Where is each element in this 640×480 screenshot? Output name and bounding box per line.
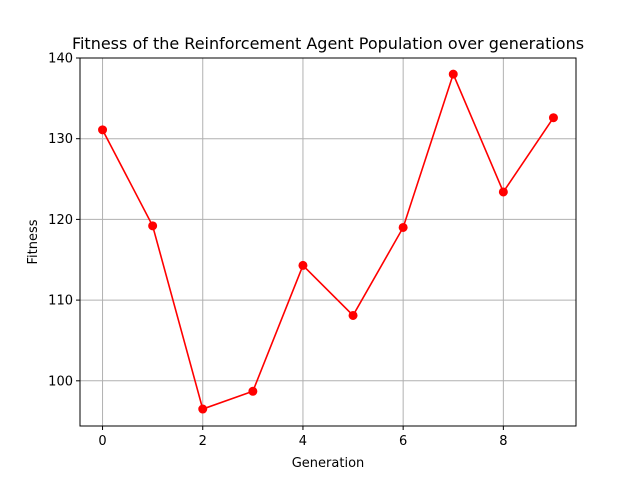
data-point bbox=[548, 113, 558, 123]
y-tick-label: 110 bbox=[48, 294, 73, 309]
data-point bbox=[98, 125, 108, 135]
data-point bbox=[498, 187, 508, 197]
x-tick-label: 6 bbox=[399, 434, 407, 449]
data-point bbox=[398, 222, 408, 232]
y-tick-label: 120 bbox=[48, 213, 73, 228]
grid bbox=[80, 57, 576, 426]
data-point bbox=[448, 69, 458, 79]
data-point bbox=[298, 260, 308, 270]
x-tick-label: 2 bbox=[199, 434, 207, 449]
data-point bbox=[148, 221, 158, 231]
chart-title: Fitness of the Reinforcement Agent Popul… bbox=[72, 34, 584, 53]
data-point bbox=[248, 386, 258, 396]
x-tick-label: 0 bbox=[98, 434, 106, 449]
data-point bbox=[348, 310, 358, 320]
y-tick-label: 100 bbox=[48, 374, 73, 389]
y-axis-label: Fitness bbox=[26, 219, 41, 264]
plot-frame bbox=[79, 57, 577, 427]
data-point bbox=[198, 404, 208, 414]
x-tick-label: 8 bbox=[499, 434, 507, 449]
x-tick-label: 4 bbox=[299, 434, 307, 449]
y-tick-label: 140 bbox=[48, 52, 73, 67]
x-axis-label: Generation bbox=[292, 456, 365, 471]
series bbox=[98, 69, 558, 414]
y-tick-label: 130 bbox=[48, 132, 73, 147]
ticks: 0 2 4 6 8 100 110 120 130 140 bbox=[48, 52, 507, 450]
series-line bbox=[101, 71, 555, 411]
